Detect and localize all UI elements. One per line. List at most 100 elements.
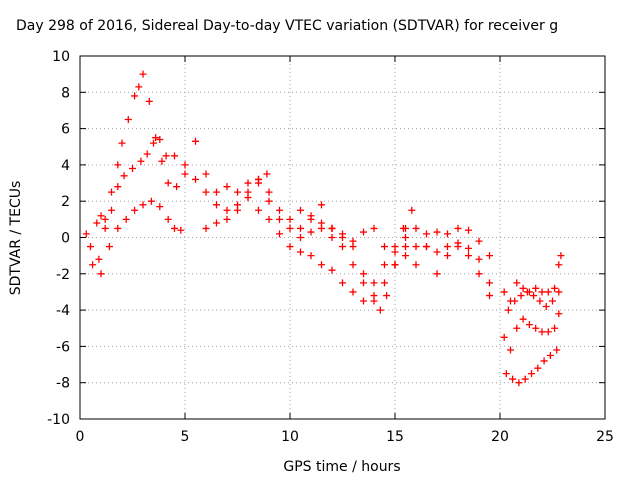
data-point xyxy=(223,183,231,191)
data-point xyxy=(97,212,105,220)
data-point xyxy=(101,215,109,223)
data-point xyxy=(318,224,325,232)
data-point xyxy=(555,310,563,318)
data-point xyxy=(536,297,544,305)
data-series-4 xyxy=(97,197,185,278)
data-point xyxy=(265,197,273,205)
data-point xyxy=(297,234,304,241)
data-point xyxy=(513,279,521,287)
data-point xyxy=(276,215,283,223)
data-point xyxy=(509,375,517,383)
data-point xyxy=(402,224,409,232)
data-point xyxy=(391,243,399,251)
data-point xyxy=(486,292,493,300)
data-point xyxy=(540,357,548,365)
data-point xyxy=(454,224,462,232)
data-point xyxy=(381,279,388,287)
data-point xyxy=(553,346,561,354)
data-point xyxy=(475,270,483,278)
data-point xyxy=(328,224,336,232)
data-point xyxy=(521,375,529,383)
data-point xyxy=(360,228,367,236)
axis-ticks: 0 5 10 15 20 25 -10 -8 -6 -4 -2 0 2 4 6 8 10 xyxy=(47,49,614,445)
data-point xyxy=(108,188,115,196)
data-point xyxy=(423,243,430,251)
data-point xyxy=(408,206,416,214)
data-series-12 xyxy=(500,252,565,305)
y-tick-label: -8 xyxy=(56,376,70,392)
data-point xyxy=(360,297,367,305)
data-point xyxy=(297,248,304,256)
data-point xyxy=(286,215,294,223)
data-point xyxy=(525,321,533,329)
y-tick-label: 4 xyxy=(61,158,70,174)
data-point xyxy=(143,150,151,158)
data-point xyxy=(551,324,559,332)
y-tick-label: 0 xyxy=(61,231,70,247)
data-point xyxy=(328,266,336,274)
x-tick-label: 10 xyxy=(281,429,299,445)
y-tick-label: -10 xyxy=(47,412,70,428)
data-point xyxy=(475,255,483,263)
data-point xyxy=(213,188,220,196)
data-series-8 xyxy=(297,206,416,314)
data-series-15 xyxy=(504,288,563,314)
data-point xyxy=(286,224,294,232)
data-point xyxy=(265,188,273,196)
y-tick-label: -6 xyxy=(56,339,70,355)
data-point xyxy=(135,83,143,91)
data-point xyxy=(120,172,128,180)
data-point xyxy=(542,302,550,310)
data-point xyxy=(370,224,378,232)
data-point xyxy=(297,224,304,232)
data-point xyxy=(433,270,441,278)
data-series-7 xyxy=(255,206,409,305)
x-tick-label: 20 xyxy=(491,429,509,445)
x-tick-label: 15 xyxy=(386,429,404,445)
data-point xyxy=(433,228,441,236)
data-point xyxy=(114,161,122,169)
data-point xyxy=(95,255,103,263)
y-tick-label: 8 xyxy=(61,85,70,101)
data-point xyxy=(465,226,472,234)
data-point xyxy=(412,243,420,251)
data-point xyxy=(93,219,101,227)
y-tick-label: -2 xyxy=(56,267,70,283)
data-point xyxy=(507,346,514,354)
data-point xyxy=(349,261,357,269)
data-point xyxy=(530,292,538,300)
data-point xyxy=(137,157,145,165)
data-point xyxy=(164,215,172,223)
data-point xyxy=(122,215,130,223)
x-axis-label: GPS time / hours xyxy=(283,459,400,475)
x-tick-label: 5 xyxy=(181,429,190,445)
data-point xyxy=(164,179,172,187)
data-point xyxy=(339,230,346,238)
data-point xyxy=(147,197,155,205)
data-point xyxy=(511,297,519,305)
data-point xyxy=(156,135,164,143)
data-point xyxy=(523,288,531,296)
data-point xyxy=(89,261,97,269)
data-point xyxy=(192,137,199,145)
data-point xyxy=(519,284,527,292)
data-series-1 xyxy=(82,83,143,251)
data-point xyxy=(454,239,462,247)
data-point xyxy=(465,244,472,252)
grid-lines xyxy=(80,56,605,419)
data-point xyxy=(173,183,181,191)
data-point xyxy=(557,252,565,260)
data-point xyxy=(383,292,391,300)
data-point xyxy=(223,206,231,214)
data-point xyxy=(528,370,535,378)
data-point xyxy=(131,206,139,214)
data-point xyxy=(465,252,472,260)
data-point xyxy=(139,201,147,209)
data-point xyxy=(181,161,189,169)
data-point xyxy=(114,183,122,191)
data-point xyxy=(402,243,409,251)
data-point xyxy=(118,139,126,147)
data-point xyxy=(328,234,336,241)
data-point xyxy=(158,157,166,165)
data-point xyxy=(213,219,220,227)
